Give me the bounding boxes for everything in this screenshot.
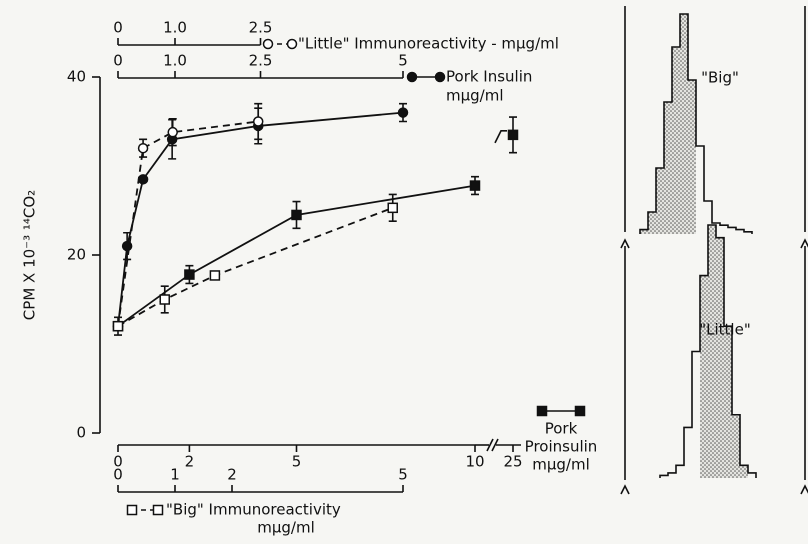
x-tick-label: 2.5 (249, 52, 273, 70)
histogram-bin (708, 225, 716, 478)
y-axis-label: CPM X 10⁻³ ¹⁴CO₂ (21, 190, 39, 320)
axis-label: Pork Insulin (446, 68, 532, 86)
marker (167, 126, 178, 138)
marker (286, 38, 298, 50)
y-tick-label: 20 (67, 246, 86, 264)
histogram-outline (639, 13, 753, 234)
x-tick-label: 0 (113, 52, 123, 70)
histogram-bin (640, 229, 648, 234)
axis-label: Proinsulin (525, 438, 598, 456)
x-tick-label: 1.0 (163, 19, 187, 37)
histogram-bin (672, 47, 680, 234)
histogram-bin (740, 465, 748, 478)
histogram-bin (688, 80, 696, 234)
marker (126, 504, 138, 516)
x-tick-label: 0 (113, 453, 123, 471)
axis-label: Pork (545, 420, 578, 438)
histogram-bin (696, 146, 704, 234)
marker (397, 107, 409, 118)
histogram-bin (720, 225, 728, 234)
histogram-bin (656, 168, 664, 234)
histogram-bin (732, 414, 740, 478)
x-tick-label: 2 (185, 453, 195, 471)
x-tick-label: 2.5 (249, 19, 273, 37)
histogram-bin (648, 212, 656, 234)
histogram-bin (684, 427, 692, 478)
marker (262, 38, 274, 50)
histogram-bin (676, 465, 684, 478)
panel-label: "Big" (701, 69, 739, 87)
marker (159, 294, 170, 305)
marker (406, 71, 418, 83)
marker (209, 270, 221, 281)
axis-label: "Big" Immunoreactivity (166, 501, 341, 519)
series-line (117, 120, 259, 327)
histogram-bin (680, 14, 688, 234)
marker (574, 405, 586, 417)
series-line (117, 206, 394, 327)
histogram-bin (700, 275, 708, 478)
x-tick-label: 1 (170, 466, 180, 484)
marker (507, 129, 519, 141)
series-line (117, 184, 476, 327)
marker (137, 142, 149, 154)
marker (252, 116, 264, 127)
x-tick-label: 5 (398, 466, 408, 484)
x-tick-label: 0 (113, 19, 123, 37)
x-tick-label: 0 (113, 466, 123, 484)
x-tick-label: 5 (292, 453, 302, 471)
axis-label: mμg/ml (446, 87, 504, 105)
panel-label: "Little" (699, 321, 750, 339)
x-tick-label: 5 (398, 52, 408, 70)
break-stub (494, 130, 507, 144)
marker (152, 504, 164, 516)
marker (469, 180, 481, 191)
x-tick-label: 25 (503, 453, 522, 471)
y-tick-label: 0 (76, 424, 86, 442)
x-tick-label: 10 (465, 453, 484, 471)
y-tick-label: 40 (67, 68, 86, 86)
histogram-bin (692, 352, 700, 479)
axis-label: mμg/ml (532, 456, 590, 474)
marker (434, 71, 446, 83)
histogram-outline (659, 224, 757, 478)
marker (387, 202, 398, 214)
marker (536, 405, 548, 417)
histogram-bin (724, 326, 732, 478)
x-tick-label: 2 (227, 466, 237, 484)
histogram-bin (716, 237, 724, 478)
axis-label: mμg/ml (257, 519, 315, 537)
marker (137, 174, 149, 185)
histogram-bin (728, 227, 736, 234)
marker (184, 269, 195, 280)
axis-label: "Little" Immunoreactivity - mμg/ml (298, 35, 559, 53)
marker (112, 320, 124, 332)
marker (291, 209, 302, 221)
histogram-bin (664, 102, 672, 234)
panel-arrows (620, 238, 808, 495)
axis-break (486, 438, 499, 452)
x-tick-label: 1.0 (163, 52, 187, 70)
